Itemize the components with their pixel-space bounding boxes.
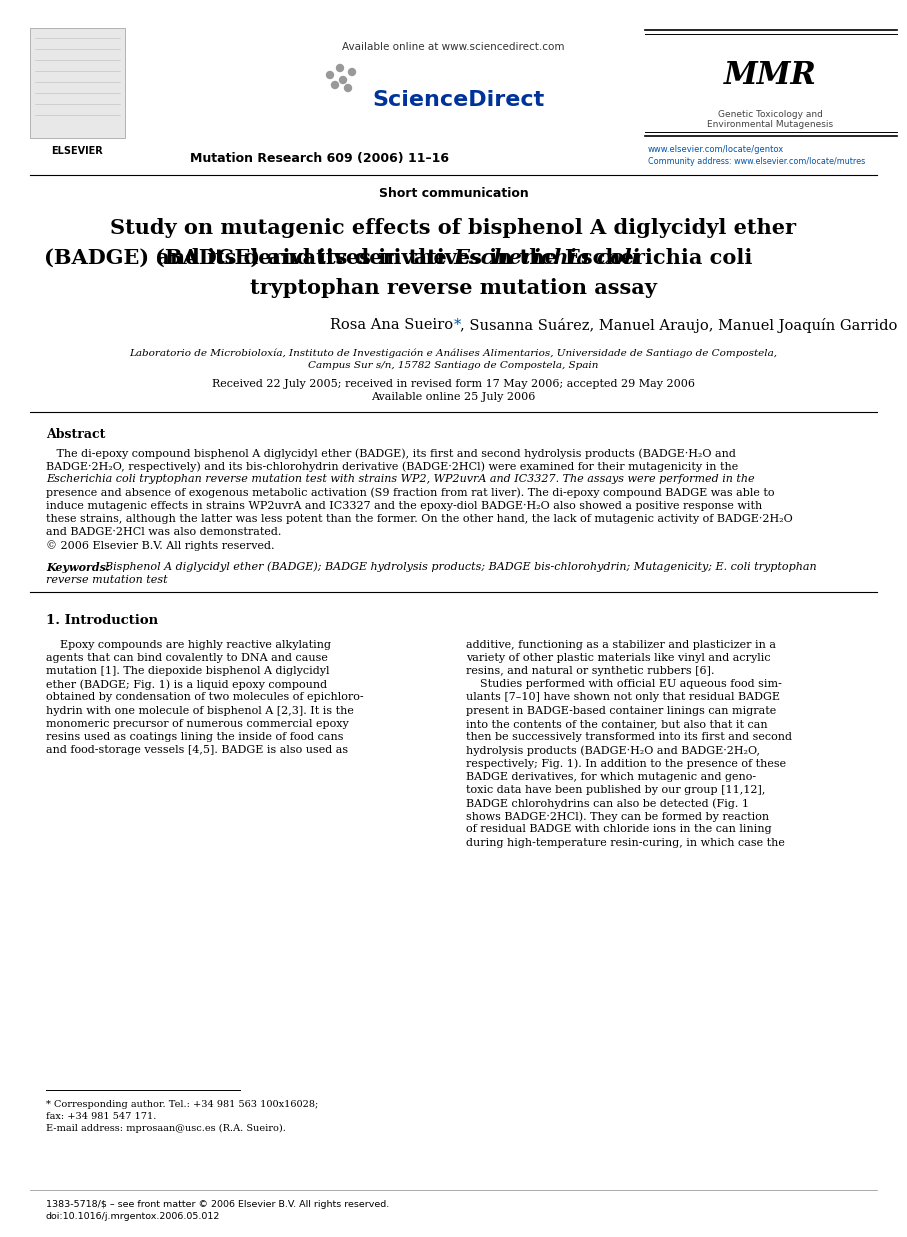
Text: Available online 25 July 2006: Available online 25 July 2006 bbox=[371, 392, 536, 402]
Text: * Corresponding author. Tel.: +34 981 563 100x16028;: * Corresponding author. Tel.: +34 981 56… bbox=[46, 1100, 318, 1110]
Text: monomeric precursor of numerous commercial epoxy: monomeric precursor of numerous commerci… bbox=[46, 719, 349, 729]
Text: hydrolysis products (BADGE·H₂O and BADGE·2H₂O,: hydrolysis products (BADGE·H₂O and BADGE… bbox=[466, 745, 760, 756]
Text: Study on mutagenic effects of bisphenol A diglycidyl ether: Study on mutagenic effects of bisphenol … bbox=[111, 218, 796, 238]
Text: toxic data have been published by our group [11,12],: toxic data have been published by our gr… bbox=[466, 784, 766, 795]
Text: 1. Introduction: 1. Introduction bbox=[46, 614, 158, 627]
Text: Epoxy compounds are highly reactive alkylating: Epoxy compounds are highly reactive alky… bbox=[46, 640, 331, 649]
Text: ulants [7–10] have shown not only that residual BADGE: ulants [7–10] have shown not only that r… bbox=[466, 693, 780, 703]
Text: (BADGE) and its derivatives in the: (BADGE) and its derivatives in the bbox=[44, 247, 454, 268]
Text: doi:10.1016/j.mrgentox.2006.05.012: doi:10.1016/j.mrgentox.2006.05.012 bbox=[46, 1212, 220, 1221]
Text: obtained by condensation of two molecules of epichloro-: obtained by condensation of two molecule… bbox=[46, 693, 364, 703]
Text: during high-temperature resin-curing, in which case the: during high-temperature resin-curing, in… bbox=[466, 837, 785, 847]
Text: Escherichia coli: Escherichia coli bbox=[454, 247, 640, 268]
Text: Short communication: Short communication bbox=[378, 187, 529, 200]
Text: of residual BADGE with chloride ions in the can lining: of residual BADGE with chloride ions in … bbox=[466, 824, 772, 835]
Text: into the contents of the container, but also that it can: into the contents of the container, but … bbox=[466, 719, 767, 729]
Text: BADGE derivatives, for which mutagenic and geno-: BADGE derivatives, for which mutagenic a… bbox=[466, 772, 756, 782]
Text: variety of other plastic materials like vinyl and acrylic: variety of other plastic materials like … bbox=[466, 653, 771, 663]
Text: ELSEVIER: ELSEVIER bbox=[52, 146, 103, 156]
Circle shape bbox=[327, 72, 334, 78]
Text: and food-storage vessels [4,5]. BADGE is also used as: and food-storage vessels [4,5]. BADGE is… bbox=[46, 745, 348, 756]
Text: fax: +34 981 547 171.: fax: +34 981 547 171. bbox=[46, 1112, 156, 1121]
Text: E-mail address: mprosaan@usc.es (R.A. Sueiro).: E-mail address: mprosaan@usc.es (R.A. Su… bbox=[46, 1124, 286, 1133]
Text: additive, functioning as a stabilizer and plasticizer in a: additive, functioning as a stabilizer an… bbox=[466, 640, 776, 649]
Text: resins used as coatings lining the inside of food cans: resins used as coatings lining the insid… bbox=[46, 732, 344, 742]
Text: Mutation Research 609 (2006) 11–16: Mutation Research 609 (2006) 11–16 bbox=[190, 152, 450, 165]
Text: Available online at www.sciencedirect.com: Available online at www.sciencedirect.co… bbox=[342, 42, 565, 52]
Text: MMR: MMR bbox=[724, 61, 816, 92]
Text: Keywords:: Keywords: bbox=[46, 562, 110, 573]
Text: Environmental Mutagenesis: Environmental Mutagenesis bbox=[707, 120, 833, 129]
Text: Bisphenol A diglycidyl ether (BADGE); BADGE hydrolysis products; BADGE bis-chlor: Bisphenol A diglycidyl ether (BADGE); BA… bbox=[98, 562, 816, 573]
Text: mutation [1]. The diepoxide bisphenol A diglycidyl: mutation [1]. The diepoxide bisphenol A … bbox=[46, 666, 329, 675]
Circle shape bbox=[339, 77, 346, 84]
Text: presence and absence of exogenous metabolic activation (S9 fraction from rat liv: presence and absence of exogenous metabo… bbox=[46, 487, 775, 499]
Text: these strains, although the latter was less potent than the former. On the other: these strains, although the latter was l… bbox=[46, 515, 793, 524]
Text: BADGE·2H₂O, respectively) and its bis-chlorohydrin derivative (BADGE·2HCl) were : BADGE·2H₂O, respectively) and its bis-ch… bbox=[46, 461, 738, 471]
Text: agents that can bind covalently to DNA and cause: agents that can bind covalently to DNA a… bbox=[46, 653, 327, 663]
Text: and BADGE·2HCl was also demonstrated.: and BADGE·2HCl was also demonstrated. bbox=[46, 527, 281, 537]
Text: induce mutagenic effects in strains WP2uvrA and IC3327 and the epoxy-diol BADGE·: induce mutagenic effects in strains WP2u… bbox=[46, 501, 762, 511]
Text: Studies performed with official EU aqueous food sim-: Studies performed with official EU aqueo… bbox=[466, 679, 782, 689]
Text: Rosa Ana Sueiro: Rosa Ana Sueiro bbox=[330, 318, 454, 332]
Text: shows BADGE·2HCl). They can be formed by reaction: shows BADGE·2HCl). They can be formed by… bbox=[466, 811, 769, 821]
Text: reverse mutation test: reverse mutation test bbox=[46, 575, 168, 585]
Text: hydrin with one molecule of bisphenol A [2,3]. It is the: hydrin with one molecule of bisphenol A … bbox=[46, 705, 354, 715]
Text: Genetic Toxicology and: Genetic Toxicology and bbox=[717, 110, 823, 119]
Text: *: * bbox=[454, 318, 461, 332]
Text: resins, and natural or synthetic rubbers [6].: resins, and natural or synthetic rubbers… bbox=[466, 666, 715, 675]
Text: ScienceDirect: ScienceDirect bbox=[373, 90, 544, 110]
Text: 1383-5718/$ – see front matter © 2006 Elsevier B.V. All rights reserved.: 1383-5718/$ – see front matter © 2006 El… bbox=[46, 1200, 389, 1209]
Text: then be successively transformed into its first and second: then be successively transformed into it… bbox=[466, 732, 792, 742]
Text: present in BADGE-based container linings can migrate: present in BADGE-based container linings… bbox=[466, 705, 776, 715]
Text: respectively; Fig. 1). In addition to the presence of these: respectively; Fig. 1). In addition to th… bbox=[466, 758, 786, 769]
Text: Community address: www.elsevier.com/locate/mutres: Community address: www.elsevier.com/loca… bbox=[648, 157, 865, 166]
Text: ether (BADGE; Fig. 1) is a liquid epoxy compound: ether (BADGE; Fig. 1) is a liquid epoxy … bbox=[46, 679, 327, 690]
Text: Campus Sur s/n, 15782 Santiago de Compostela, Spain: Campus Sur s/n, 15782 Santiago de Compos… bbox=[308, 361, 599, 370]
Circle shape bbox=[331, 82, 338, 89]
Text: Abstract: Abstract bbox=[46, 428, 105, 442]
Text: © 2006 Elsevier B.V. All rights reserved.: © 2006 Elsevier B.V. All rights reserved… bbox=[46, 541, 275, 552]
Circle shape bbox=[336, 64, 344, 72]
Circle shape bbox=[345, 84, 352, 92]
Text: Received 22 July 2005; received in revised form 17 May 2006; accepted 29 May 200: Received 22 July 2005; received in revis… bbox=[212, 379, 695, 388]
Circle shape bbox=[348, 68, 356, 75]
Text: tryptophan reverse mutation assay: tryptophan reverse mutation assay bbox=[250, 278, 657, 298]
Text: Laboratorio de Microbioloxía, Instituto de Investigación e Análises Alimentarios: Laboratorio de Microbioloxía, Instituto … bbox=[130, 348, 777, 357]
Bar bbox=[30, 28, 125, 139]
Text: Escherichia coli tryptophan reverse mutation test with strains WP2, WP2uvrA and : Escherichia coli tryptophan reverse muta… bbox=[46, 475, 755, 485]
Text: , Susanna Suárez, Manuel Araujo, Manuel Joaquín Garrido: , Susanna Suárez, Manuel Araujo, Manuel … bbox=[460, 318, 897, 333]
Text: BADGE chlorohydrins can also be detected (Fig. 1: BADGE chlorohydrins can also be detected… bbox=[466, 798, 749, 809]
Text: The di-epoxy compound bisphenol A diglycidyl ether (BADGE), its first and second: The di-epoxy compound bisphenol A diglyc… bbox=[46, 448, 736, 459]
Text: (BADGE) and its derivatives in the Escherichia coli: (BADGE) and its derivatives in the Esche… bbox=[155, 247, 752, 268]
Text: www.elsevier.com/locate/gentox: www.elsevier.com/locate/gentox bbox=[648, 145, 785, 153]
